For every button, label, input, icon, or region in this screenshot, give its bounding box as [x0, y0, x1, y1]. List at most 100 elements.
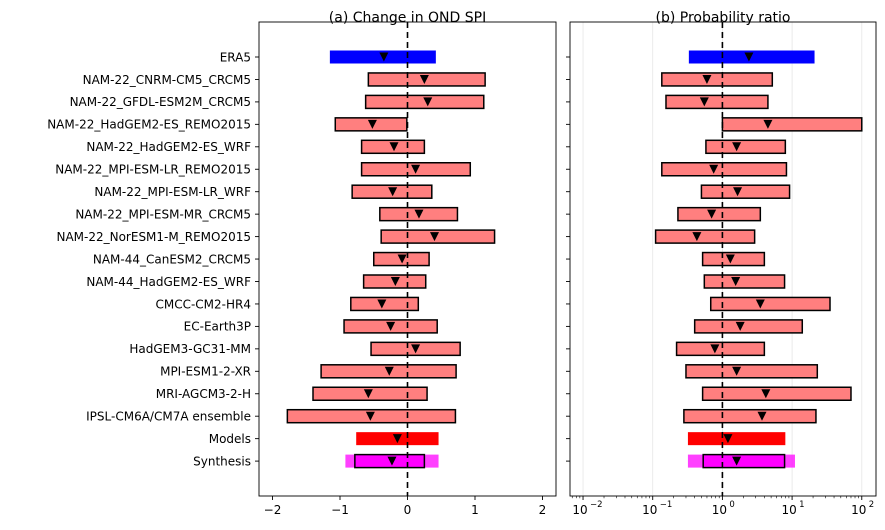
row-nam-44-hadgem2-es-wrf	[362, 274, 427, 289]
best-estimate-marker	[365, 411, 375, 421]
best-estimate-marker	[707, 209, 717, 219]
best-estimate-marker	[389, 142, 399, 152]
row-models	[356, 432, 439, 446]
row-cmcc-cm2-hr4	[709, 296, 831, 312]
bar-model	[661, 162, 788, 177]
category-label-nam-22-mpi-esm-mr-crcm5: NAM-22_MPI-ESM-MR_CRCM5	[75, 207, 251, 221]
best-estimate-marker	[732, 142, 742, 152]
bar-obs	[688, 50, 815, 64]
row-ec-earth3p	[343, 319, 438, 334]
best-estimate-marker	[733, 187, 743, 197]
xtick-exponent: 0	[729, 500, 734, 510]
bar-synthesis	[702, 453, 786, 469]
row-ec-earth3p	[693, 319, 804, 334]
xtick-exponent: −2	[590, 500, 603, 510]
best-estimate-marker	[411, 164, 421, 174]
best-estimate-marker	[744, 52, 754, 62]
row-nam-22-mpi-esm-lr-wrf	[700, 184, 791, 199]
row-mri-agcm3-2-h	[312, 386, 428, 401]
bar-model	[350, 296, 420, 312]
row-hadgem3-gc31-mm	[370, 341, 461, 357]
best-estimate-marker	[430, 232, 439, 242]
category-label-cmcc-cm2-hr4: CMCC-CM2-HR4	[155, 297, 251, 311]
best-estimate-marker	[367, 119, 377, 129]
category-label-nam-22-mpi-esm-lr-wrf: NAM-22_MPI-ESM-LR_WRF	[94, 185, 251, 199]
category-label-nam-22-gfdl-esm2m-crcm5: NAM-22_GFDL-ESM2M_CRCM5	[70, 95, 251, 109]
best-estimate-marker	[757, 411, 767, 421]
bar-model	[721, 117, 863, 132]
best-estimate-marker	[692, 232, 702, 242]
row-synthesis	[345, 453, 439, 469]
row-nam-22-gfdl-esm2m-crcm5	[364, 94, 485, 110]
xtick-exponent: 2	[869, 500, 874, 510]
row-nam-22-noresm1-m-remo2015	[654, 229, 756, 244]
xtick-exponent: 1	[799, 500, 804, 510]
row-nam-22-gfdl-esm2m-crcm5	[665, 94, 769, 110]
category-label-ipsl-cm6a-cm7a-ensemble: IPSL-CM6A/CM7A ensemble	[86, 410, 251, 424]
row-mri-agcm3-2-h	[701, 386, 852, 401]
best-estimate-marker	[363, 389, 373, 399]
best-estimate-marker	[377, 299, 387, 309]
best-estimate-marker	[423, 97, 433, 107]
bar-models	[687, 432, 786, 446]
category-label-hadgem3-gc31-mm: HadGEM3-GC31-MM	[129, 342, 251, 356]
bar-model	[705, 139, 787, 155]
best-estimate-marker	[392, 434, 402, 444]
xtick-label: 10	[851, 503, 866, 517]
row-nam-22-hadgem2-es-remo2015	[721, 117, 863, 132]
category-label-nam-22-hadgem2-es-remo2015: NAM-22_HadGEM2-ES_REMO2015	[47, 118, 251, 132]
category-label-ec-earth3p: EC-Earth3P	[184, 320, 251, 334]
best-estimate-marker	[710, 344, 720, 354]
category-label-era5: ERA5	[220, 50, 251, 64]
bar-model	[701, 386, 852, 401]
row-synthesis	[687, 453, 795, 469]
best-estimate-marker	[386, 321, 396, 331]
best-estimate-marker	[397, 254, 407, 264]
row-mpi-esm1-2-xr	[320, 364, 457, 379]
row-ipsl-cm6a-cm7a-ensemble	[286, 408, 457, 424]
bar-model	[380, 229, 496, 244]
row-nam-22-mpi-esm-lr-remo2015	[360, 162, 472, 177]
row-nam-44-hadgem2-es-wrf	[703, 274, 786, 289]
bar-model	[677, 206, 762, 222]
xtick-label: 10	[572, 503, 587, 517]
row-cmcc-cm2-hr4	[350, 296, 420, 312]
bar-model	[675, 341, 766, 357]
best-estimate-marker	[761, 389, 771, 399]
row-nam-22-hadgem2-es-wrf	[360, 139, 426, 155]
best-estimate-marker	[390, 277, 400, 286]
row-models	[687, 432, 786, 446]
xtick-label: −1	[331, 503, 349, 517]
category-label-mri-agcm3-2-h: MRI-AGCM3-2-H	[156, 387, 251, 401]
row-nam-22-cnrm-cm5-crcm5	[367, 72, 486, 87]
bar-model	[685, 364, 819, 379]
row-nam-22-cnrm-cm5-crcm5	[661, 72, 774, 87]
bar-model	[364, 94, 485, 110]
bar-model	[367, 72, 486, 87]
category-label-nam-22-hadgem2-es-wrf: NAM-22_HadGEM2-ES_WRF	[86, 140, 251, 154]
category-label-nam-22-mpi-esm-lr-remo2015: NAM-22_MPI-ESM-LR_REMO2015	[55, 163, 251, 177]
category-label-synthesis: Synthesis	[193, 454, 251, 468]
best-estimate-marker	[702, 74, 712, 84]
bar-model	[693, 319, 804, 334]
row-nam-22-mpi-esm-mr-crcm5	[677, 206, 762, 222]
bar-model	[661, 72, 774, 87]
row-nam-44-canesm2-crcm5	[701, 251, 766, 267]
bar-synthesis	[354, 453, 426, 469]
category-label-models: Models	[209, 432, 251, 446]
row-hadgem3-gc31-mm	[675, 341, 766, 357]
row-nam-22-hadgem2-es-wrf	[705, 139, 787, 155]
xtick-label: 1	[471, 503, 479, 517]
bar-model	[701, 251, 766, 267]
bar-model	[709, 296, 831, 312]
category-label-mpi-esm1-2-xr: MPI-ESM1-2-XR	[160, 365, 251, 379]
xtick-label: 10	[642, 503, 657, 517]
row-era5	[688, 50, 815, 64]
category-label-nam-22-cnrm-cm5-crcm5: NAM-22_CNRM-CM5_CRCM5	[83, 73, 251, 87]
best-estimate-marker	[735, 321, 745, 331]
xtick-label: 0	[404, 503, 412, 517]
row-era5	[329, 50, 436, 64]
best-estimate-marker	[763, 119, 773, 129]
row-mpi-esm1-2-xr	[685, 364, 819, 379]
